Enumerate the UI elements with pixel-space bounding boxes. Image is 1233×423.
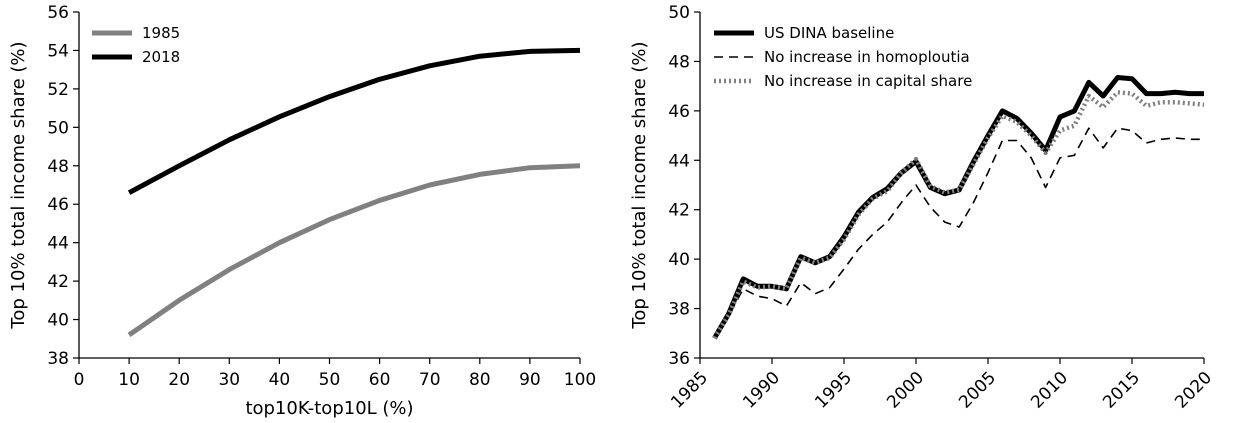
x-tick-label: 100 xyxy=(564,370,596,390)
y-tick-label: 42 xyxy=(668,201,690,221)
x-tick-label: 2000 xyxy=(883,368,928,413)
y-tick-label: 42 xyxy=(47,272,69,292)
legend: US DINA baseline No increase in homoplout… xyxy=(714,24,972,90)
legend-label: No increase in homoploutia xyxy=(764,48,970,66)
right-chart: 1985 1990 1995 2000 2005 2010 2015 2020 36 38 40 42… xyxy=(629,3,1216,413)
y-axis-label: Top 10% total income share (%) xyxy=(8,41,29,329)
x-axis-label: top10K-top10L (%) xyxy=(245,398,413,419)
y-tick-label: 40 xyxy=(668,250,690,270)
x-tick-label: 1995 xyxy=(811,368,856,413)
y-tick-label: 50 xyxy=(668,3,690,23)
legend-label: 1985 xyxy=(142,24,180,42)
x-tick-label: 2015 xyxy=(1099,368,1144,413)
y-tick-label: 50 xyxy=(47,118,69,138)
series-line-2 xyxy=(712,90,1205,340)
y-axis-label: Top 10% total income share (%) xyxy=(629,41,650,329)
y-tick-label: 46 xyxy=(668,102,690,122)
x-tick-label: 1990 xyxy=(739,368,784,413)
y-tick-label: 40 xyxy=(47,311,69,331)
series-line-1 xyxy=(127,47,581,195)
series-line-1 xyxy=(713,127,1204,339)
y-tick-label: 52 xyxy=(47,80,69,100)
x-tick-label: 30 xyxy=(218,370,240,390)
x-tick-label: 50 xyxy=(319,370,341,390)
y-tick-label: 54 xyxy=(47,41,69,61)
series-line-0 xyxy=(127,163,581,337)
x-tick-label: 2010 xyxy=(1027,368,1072,413)
y-tick-label: 48 xyxy=(668,52,690,72)
y-tick-label: 44 xyxy=(668,151,690,171)
y-tick-label: 48 xyxy=(47,157,69,177)
y-tick-label: 38 xyxy=(668,300,690,320)
legend-label: 2018 xyxy=(142,48,180,66)
legend-label: No increase in capital share xyxy=(764,72,972,90)
y-tick-label: 36 xyxy=(668,349,690,369)
x-tick-label: 1985 xyxy=(667,368,712,413)
x-tick-label: 0 xyxy=(74,370,85,390)
x-tick-label: 2020 xyxy=(1171,368,1216,413)
x-tick-label: 40 xyxy=(269,370,291,390)
x-tick-label: 80 xyxy=(469,370,491,390)
x-tick-label: 10 xyxy=(118,370,140,390)
y-tick-label: 44 xyxy=(47,234,69,254)
x-tick-label: 60 xyxy=(369,370,391,390)
y-tick-label: 56 xyxy=(47,3,69,23)
legend: 1985 2018 xyxy=(92,24,180,66)
x-tick-label: 90 xyxy=(519,370,541,390)
y-tick-label: 38 xyxy=(47,349,69,369)
series-line-0 xyxy=(712,75,1204,340)
left-chart: 0 10 20 30 40 50 60 70 80 90 100 38 40 42 44 46 48 50 52 54… xyxy=(8,3,596,419)
x-tick-label: 2005 xyxy=(955,368,1000,413)
x-tick-label: 70 xyxy=(419,370,441,390)
x-tick-label: 20 xyxy=(168,370,190,390)
legend-label: US DINA baseline xyxy=(764,24,894,42)
y-tick-label: 46 xyxy=(47,195,69,215)
